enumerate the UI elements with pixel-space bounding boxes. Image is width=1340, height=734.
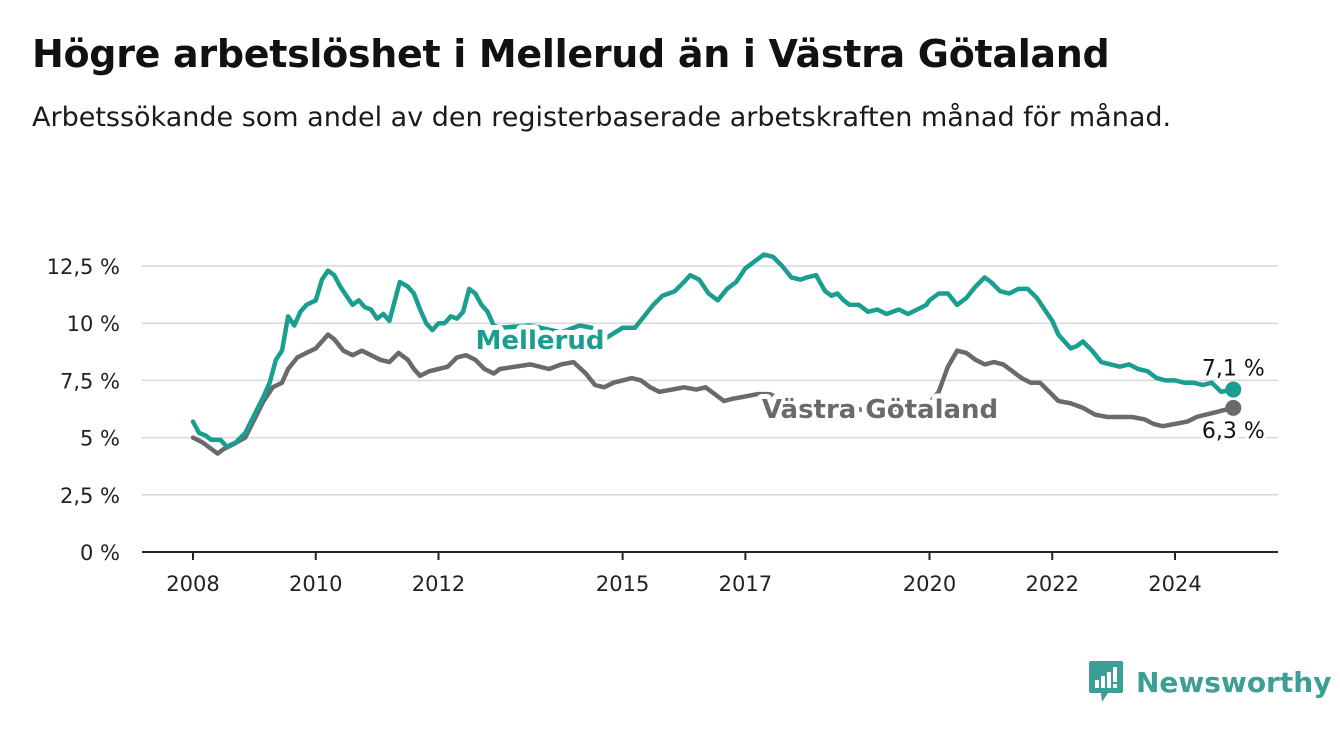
mellerud-end-label-halo: 7,1 % [1202,357,1265,382]
newsworthy-brand: Newsworthy [1088,660,1331,704]
x-tick-label: 2017 [719,572,772,596]
brand-name: Newsworthy [1136,665,1332,699]
y-tick-label: 12,5 % [47,255,120,279]
x-tick-label: 2015 [596,572,649,596]
mellerud-end-label: 7,1 % [1202,357,1265,382]
x-tick-label: 2020 [903,572,956,596]
vastra-gotaland-end-marker [1225,399,1242,416]
chart-title: Högre arbetslöshet i Mellerud än i Västr… [32,32,1110,76]
y-tick-label: 10 % [67,312,120,336]
series-lines [190,252,1236,456]
mellerud-end-marker [1225,381,1242,398]
vastra-gotaland-line [190,332,1236,456]
vastra-gotaland-label: Västra Götaland [762,395,998,425]
mellerud-label: Mellerud [476,326,605,356]
vastra-gotaland-end-label: 6,3 % [1202,419,1265,444]
y-tick-label: 0 % [80,541,120,565]
grid-lines [142,265,1278,553]
chart-subtitle: Arbetssökande som andel av den registerb… [32,102,1172,133]
mellerud-label-halo: Mellerud [476,326,605,356]
y-tick-label: 7,5 % [60,369,120,393]
y-tick-label: 5 % [80,427,120,451]
x-tick-label: 2010 [289,572,342,596]
end-markers: 7,1 %7,1 %6,3 %6,3 % [1199,354,1268,447]
newsworthy-logo-icon [1089,661,1123,702]
x-tick-label: 2022 [1026,572,1079,596]
mellerud-line [190,252,1236,450]
x-tick-label: 2008 [166,572,219,596]
y-tick-label: 2,5 % [60,484,120,508]
x-tick-label: 2024 [1148,572,1201,596]
y-axis: 0 % 2,5 % 5 % 7,5 % 10 % 12,5 % [47,255,120,565]
x-axis: 2008 2010 2012 2015 2017 2020 2022 2024 [166,552,1202,596]
vastra-gotaland-end-label-halo: 6,3 % [1202,419,1265,444]
vastra-gotaland-label-halo: Västra Götaland [762,395,998,425]
x-tick-label: 2012 [412,572,465,596]
